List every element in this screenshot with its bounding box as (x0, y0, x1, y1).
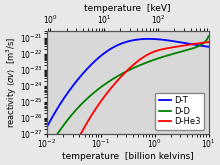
X-axis label: temperature  [billion kelvins]: temperature [billion kelvins] (62, 152, 194, 161)
Y-axis label: reactivity $\langle\sigma v\rangle$  [m$^3$/s]: reactivity $\langle\sigma v\rangle$ [m$^… (4, 36, 18, 128)
X-axis label: temperature  [keV]: temperature [keV] (84, 4, 171, 13)
Legend: D-T, D-D, D-He3: D-T, D-D, D-He3 (155, 93, 204, 130)
